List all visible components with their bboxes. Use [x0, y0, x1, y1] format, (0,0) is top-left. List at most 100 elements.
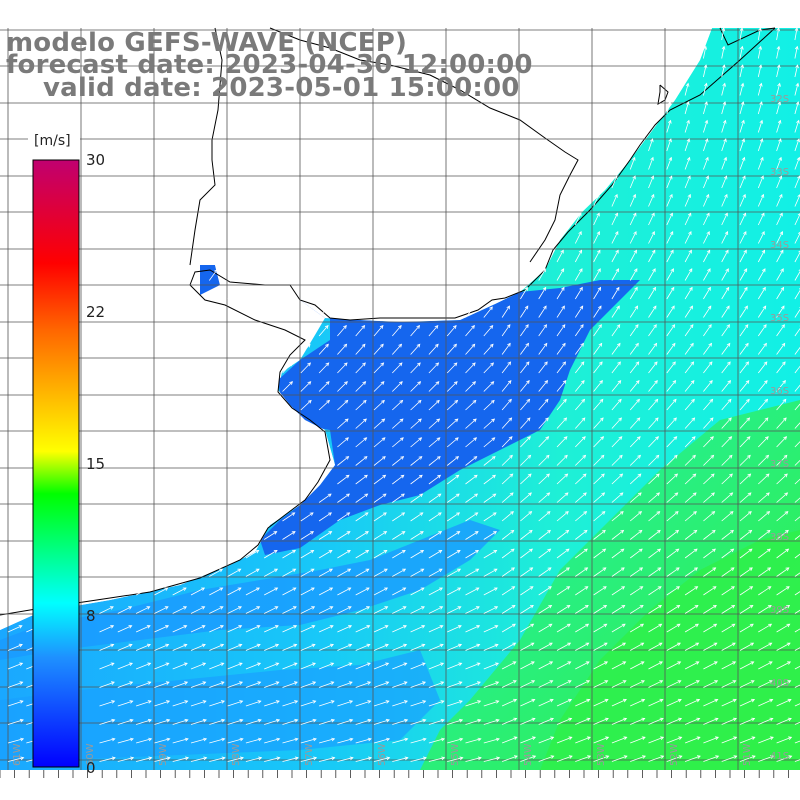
wind-arrow [410, 362, 421, 374]
wind-arrow [703, 175, 709, 189]
wind-arrow [721, 27, 726, 41]
wind-arrow [703, 286, 711, 300]
wind-arrow [776, 417, 787, 429]
wind-arrow [355, 362, 366, 374]
wind-arrow [520, 361, 530, 374]
wind-arrow [135, 681, 152, 688]
wind-arrow [520, 305, 529, 318]
wind-arrow [245, 625, 261, 633]
wind-arrow [703, 736, 719, 744]
wind-arrow [739, 231, 747, 244]
wind-arrow [172, 756, 190, 762]
wind-arrow [556, 661, 572, 670]
wind-arrow [611, 586, 626, 596]
wind-arrow [776, 436, 788, 448]
wind-arrow [428, 324, 439, 337]
wind-arrow [666, 680, 682, 688]
wind-arrow [739, 567, 753, 577]
wind-arrow [227, 700, 244, 707]
wind-arrow [776, 119, 782, 133]
wind-arrow [465, 718, 482, 725]
wind-arrow [428, 437, 441, 448]
wind-arrow [447, 718, 464, 725]
wind-arrow [648, 680, 664, 688]
wind-arrow [666, 511, 679, 522]
latitude-labels: 32S 33S 34S 35S 36S 37S 38S 39S 40S 41S [770, 94, 789, 762]
wind-arrow [318, 587, 334, 596]
wind-arrow [794, 553, 800, 559]
wind-arrow [282, 568, 297, 577]
wind-arrow [666, 193, 673, 207]
wind-arrow [794, 325, 800, 337]
wind-arrow [501, 661, 517, 670]
wind-arrow [648, 380, 658, 392]
wind-arrow [483, 606, 499, 614]
wind-arrow [501, 324, 511, 337]
wind-arrow [410, 324, 421, 337]
latitude-label: 35S [770, 313, 789, 324]
wind-arrow [465, 306, 475, 318]
wind-arrow [209, 737, 226, 744]
wind-arrows [7, 27, 800, 762]
wind-arrow [575, 736, 591, 744]
wind-arrow [684, 138, 691, 152]
wind-arrow [7, 681, 24, 688]
wind-arrow [337, 718, 354, 725]
wind-arrow [392, 418, 404, 429]
wind-arrow [648, 324, 657, 337]
wind-arrow [630, 755, 646, 762]
wind-arrow [483, 324, 494, 337]
wind-arrow [593, 249, 601, 263]
wind-arrow [629, 156, 636, 170]
wind-arrow [520, 342, 529, 355]
wind-arrow [556, 717, 573, 725]
wind-arrow [776, 82, 781, 96]
wind-arrow [703, 755, 720, 762]
wind-arrow [794, 384, 800, 392]
wind-arrow [318, 343, 329, 355]
wind-arrow [630, 698, 646, 707]
wind-arrow [392, 681, 408, 688]
wind-arrow [684, 101, 690, 115]
wind-arrow [209, 606, 224, 614]
wind-arrow [575, 511, 588, 522]
wind-arrow [776, 661, 792, 670]
wind-arrow [593, 342, 603, 355]
wind-arrow [739, 212, 747, 226]
wind-arrow [428, 512, 442, 522]
wind-arrow [154, 643, 170, 651]
wind-arrow [776, 755, 793, 762]
wind-arrow [538, 380, 549, 392]
wind-arrow [282, 737, 299, 744]
wind-arrow [282, 662, 298, 670]
wind-arrow [245, 681, 262, 688]
wind-arrow [758, 436, 769, 448]
wind-arrow [776, 342, 786, 355]
wind-arrow [666, 755, 683, 762]
wind-arrow [758, 717, 774, 725]
wind-arrow [337, 362, 348, 374]
wind-arrow [373, 662, 390, 670]
wind-arrow [373, 568, 388, 577]
wind-arrow [611, 717, 628, 725]
wind-arrow [684, 342, 694, 355]
wind-arrow [538, 436, 550, 448]
wind-arrow [648, 736, 665, 744]
wind-arrow [721, 156, 727, 170]
wind-arrow [739, 175, 746, 189]
wind-arrow [629, 305, 639, 318]
wind-arrow [282, 306, 292, 318]
wind-arrow [648, 529, 661, 540]
wind-arrow [501, 642, 517, 651]
wind-arrow [648, 492, 661, 503]
wind-arrow [538, 398, 549, 411]
latitude-label: 39S [770, 605, 789, 616]
wind-arrow [538, 529, 551, 540]
wind-arrow [520, 698, 536, 707]
wind-arrow [758, 623, 773, 633]
field-mid-south [0, 650, 440, 760]
wind-arrow [264, 568, 279, 577]
wind-arrow [392, 756, 409, 762]
wind-arrow [300, 700, 317, 707]
